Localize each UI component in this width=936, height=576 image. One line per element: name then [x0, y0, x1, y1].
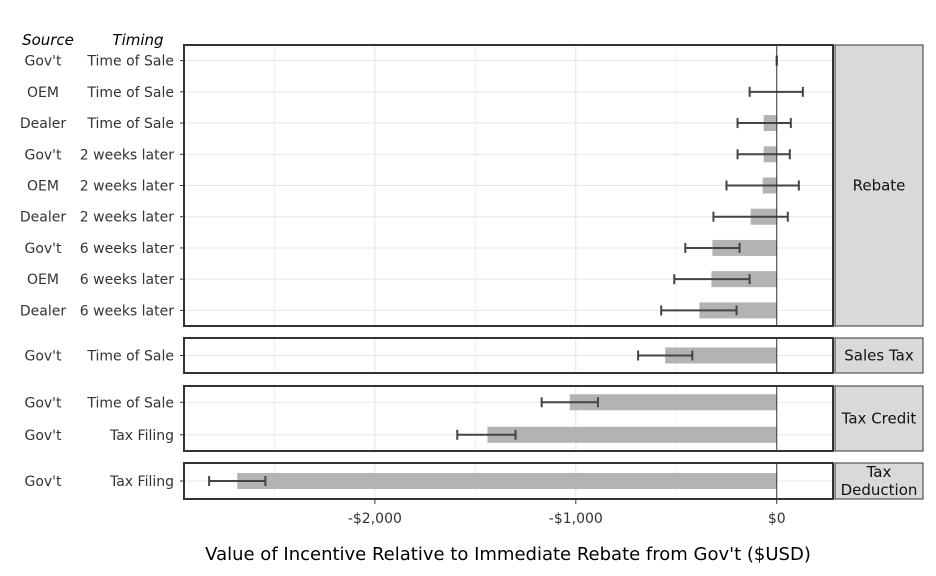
- source-column-header: Source: [22, 31, 74, 49]
- error-bar: [684, 242, 741, 253]
- row-timing-label: Time of Sale: [86, 395, 174, 411]
- row-source-label: Dealer: [20, 303, 66, 319]
- row-source-label: Gov't: [24, 395, 62, 411]
- bar: [487, 426, 777, 443]
- row-timing-label: Tax Filing: [109, 474, 174, 490]
- row-timing-label: 2 weeks later: [80, 147, 174, 163]
- facet-strip: [834, 337, 924, 374]
- facet-strip-label: Deduction: [841, 481, 918, 499]
- row-timing-label: 6 weeks later: [80, 303, 174, 319]
- facet-strip-label: Tax: [866, 463, 892, 481]
- row-source-label: OEM: [27, 179, 59, 195]
- error-bar: [660, 305, 738, 316]
- row-timing-label: Time of Sale: [86, 116, 174, 132]
- row-timing-label: Time of Sale: [86, 349, 174, 365]
- row-timing-label: 6 weeks later: [80, 241, 174, 257]
- error-bar: [673, 274, 751, 285]
- row-source-label: Dealer: [20, 116, 66, 132]
- error-bar: [208, 476, 267, 486]
- facet-strip: [834, 44, 924, 327]
- row-source-label: Gov't: [24, 241, 62, 257]
- x-axis-title: Value of Incentive Relative to Immediate…: [205, 544, 811, 565]
- row-source-label: OEM: [27, 272, 59, 288]
- timing-column-header: Timing: [112, 31, 163, 49]
- row-timing-label: 2 weeks later: [80, 210, 174, 226]
- bar: [237, 473, 777, 489]
- bar: [712, 239, 777, 256]
- row-source-label: Gov't: [24, 428, 62, 444]
- panel-frames-layer: [183, 44, 924, 500]
- error-bar: [736, 118, 792, 129]
- row-source-label: Dealer: [20, 210, 66, 226]
- facet-strip: [834, 385, 924, 452]
- bars-layer: [208, 55, 804, 489]
- error-bar: [725, 180, 800, 191]
- row-source-label: Gov't: [24, 54, 62, 70]
- row-source-label: Gov't: [24, 474, 62, 490]
- bar: [699, 302, 777, 319]
- bar: [569, 394, 777, 411]
- row-timing-label: Time of Sale: [86, 54, 174, 70]
- row-source-label: OEM: [27, 85, 59, 101]
- x-tick-label: -$2,000: [348, 511, 402, 527]
- error-bar: [748, 86, 804, 97]
- error-bar: [736, 149, 791, 160]
- error-bar: [637, 350, 694, 361]
- row-timing-label: 2 weeks later: [80, 179, 174, 195]
- labels-layer: Gov't Time of Sale OEM Time of Sale Dealer Ti…: [20, 54, 918, 527]
- row-source-label: Gov't: [24, 147, 62, 163]
- x-tick-label: $0: [768, 511, 786, 527]
- x-tick-label: -$1,000: [549, 511, 603, 527]
- error-bar: [540, 397, 599, 408]
- facet-strip-label: Sales Tax: [844, 347, 914, 365]
- row-timing-label: 6 weeks later: [80, 272, 174, 288]
- row-timing-label: Time of Sale: [86, 85, 174, 101]
- facet-strip-label: Tax Credit: [841, 410, 917, 428]
- error-bar: [712, 211, 789, 222]
- facet-strip-label: Rebate: [853, 177, 906, 195]
- panel-frame: [183, 385, 834, 452]
- facet-strip: [834, 462, 924, 500]
- error-bar: [456, 429, 517, 440]
- row-source-label: Gov't: [24, 349, 62, 365]
- row-timing-label: Tax Filing: [109, 428, 174, 444]
